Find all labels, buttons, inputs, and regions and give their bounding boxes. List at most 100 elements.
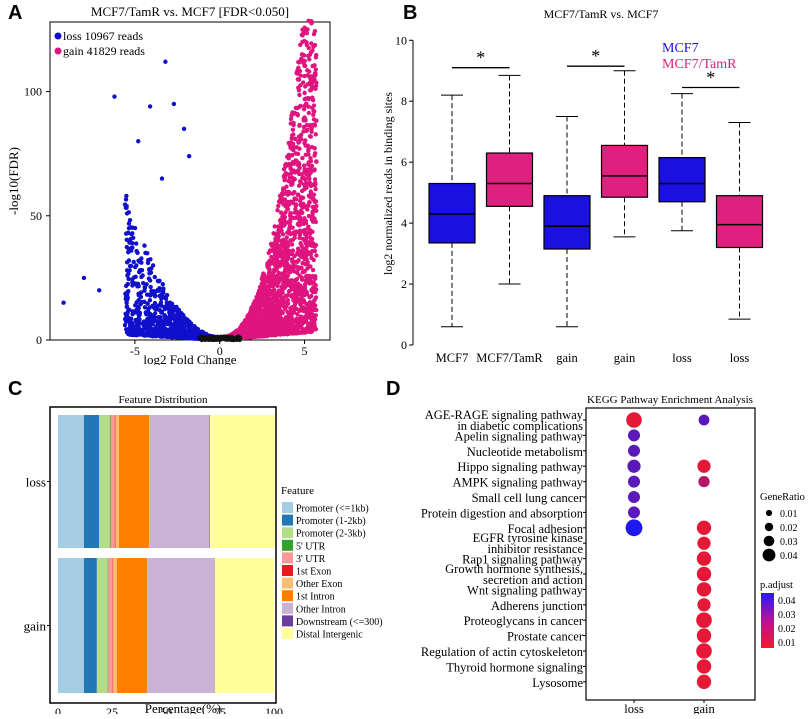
legend-swatch: [282, 578, 293, 589]
loss-point: [184, 321, 188, 325]
gain-point: [311, 45, 315, 49]
legend-label: Other Intron: [296, 604, 346, 615]
gain-point: [282, 254, 286, 258]
loss-point: [142, 243, 146, 247]
gain-point: [302, 115, 306, 119]
gain-point: [266, 291, 270, 295]
gain-point: [295, 277, 299, 281]
gain-point: [306, 149, 310, 153]
gain-point: [314, 53, 318, 57]
gain-point: [272, 288, 276, 292]
gain-point: [295, 215, 299, 219]
gain-point: [283, 268, 287, 272]
gain-point: [246, 317, 250, 321]
bar-segment: [99, 415, 110, 548]
x-tick-label: 25: [106, 705, 118, 714]
gain-point: [246, 313, 250, 317]
bar-segment: [113, 558, 117, 693]
gain-point: [290, 242, 294, 246]
color-legend-label: 0.01: [778, 638, 796, 649]
gain-point: [284, 191, 288, 195]
loss-point: [134, 241, 138, 245]
gain-point: [265, 262, 269, 266]
loss-point: [183, 336, 187, 340]
gain-point: [285, 155, 289, 159]
bar-segment: [149, 415, 209, 548]
gain-point: [280, 259, 284, 263]
loss-point: [163, 60, 167, 64]
bar-segment: [84, 558, 97, 693]
legend-swatch: [282, 603, 293, 614]
pathway-label: AMPK signaling pathway: [452, 476, 583, 490]
chart-title: MCF7/TamR vs. MCF7 [FDR<0.050]: [91, 4, 289, 19]
loss-point: [123, 323, 127, 327]
gain-point: [261, 317, 265, 321]
gain-point: [280, 297, 284, 301]
loss-point: [130, 241, 134, 245]
loss-point: [154, 329, 158, 333]
loss-point: [160, 176, 164, 180]
gain-point: [284, 330, 288, 334]
gain-point: [287, 252, 291, 256]
gain-point: [308, 156, 312, 160]
loss-point: [145, 301, 149, 305]
gain-point: [303, 262, 307, 266]
gain-point: [314, 209, 318, 213]
loss-point: [157, 333, 161, 337]
gain-point: [290, 182, 294, 186]
gain-point: [288, 238, 292, 242]
loss-point: [134, 300, 138, 304]
loss-point: [97, 288, 101, 292]
bar-segment: [97, 558, 108, 693]
loss-point: [148, 285, 152, 289]
gain-point: [310, 210, 314, 214]
loss-point: [128, 264, 132, 268]
loss-point: [151, 319, 155, 323]
gain-point: [281, 187, 285, 191]
box: [544, 196, 590, 249]
gain-point: [270, 282, 274, 286]
box: [717, 196, 763, 248]
pathway-label: Apelin signaling pathway: [455, 429, 584, 443]
gain-point: [298, 136, 302, 140]
legend-label: Promoter (1-2kb): [296, 516, 366, 527]
loss-point: [159, 300, 163, 304]
bar-segment: [108, 558, 109, 693]
gain-point: [306, 96, 310, 100]
loss-point: [133, 326, 137, 330]
loss-point: [162, 326, 166, 330]
gain-point: [306, 160, 310, 164]
legend-label: 3' UTR: [296, 554, 326, 565]
gain-point: [305, 68, 309, 72]
x-tick-label: loss: [624, 702, 644, 714]
gain-point: [272, 269, 276, 273]
gain-point: [283, 294, 287, 298]
dot: [697, 659, 711, 673]
box: [602, 145, 648, 197]
bar-segment: [58, 415, 84, 548]
gain-point: [299, 289, 303, 293]
gain-point: [300, 176, 304, 180]
gain-point: [257, 301, 261, 305]
loss-point: [136, 309, 140, 313]
significance-marker: *: [591, 46, 600, 66]
gain-point: [296, 86, 300, 90]
loss-point: [124, 284, 128, 288]
y-tick-label: 8: [401, 94, 407, 108]
gain-point: [310, 324, 314, 328]
x-tick-label: 100: [265, 705, 283, 714]
loss-point: [147, 271, 151, 275]
loss-point: [182, 127, 186, 131]
dot: [699, 415, 710, 426]
gain-point: [298, 104, 302, 108]
loss-point: [137, 270, 141, 274]
gain-point: [312, 258, 316, 262]
gain-point: [257, 313, 261, 317]
plot-frame: [586, 408, 755, 700]
gain-point: [314, 132, 318, 136]
loss-point: [174, 316, 178, 320]
dot: [697, 567, 711, 581]
gain-point: [266, 301, 270, 305]
